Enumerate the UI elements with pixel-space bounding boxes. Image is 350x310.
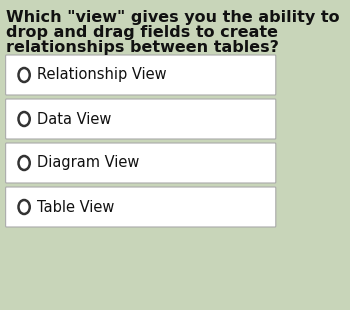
Text: Table View: Table View xyxy=(37,200,114,215)
Circle shape xyxy=(19,112,30,126)
Text: Data View: Data View xyxy=(37,112,111,126)
Circle shape xyxy=(19,68,30,82)
Text: relationships between tables?: relationships between tables? xyxy=(6,40,279,55)
Text: Relationship View: Relationship View xyxy=(37,68,167,82)
Text: Which "view" gives you the ability to: Which "view" gives you the ability to xyxy=(6,10,340,25)
Circle shape xyxy=(19,200,30,214)
FancyBboxPatch shape xyxy=(6,55,276,95)
FancyBboxPatch shape xyxy=(6,99,276,139)
Text: Diagram View: Diagram View xyxy=(37,156,139,171)
Text: drop and drag fields to create: drop and drag fields to create xyxy=(6,25,279,40)
FancyBboxPatch shape xyxy=(6,143,276,183)
Circle shape xyxy=(19,156,30,170)
FancyBboxPatch shape xyxy=(6,187,276,227)
